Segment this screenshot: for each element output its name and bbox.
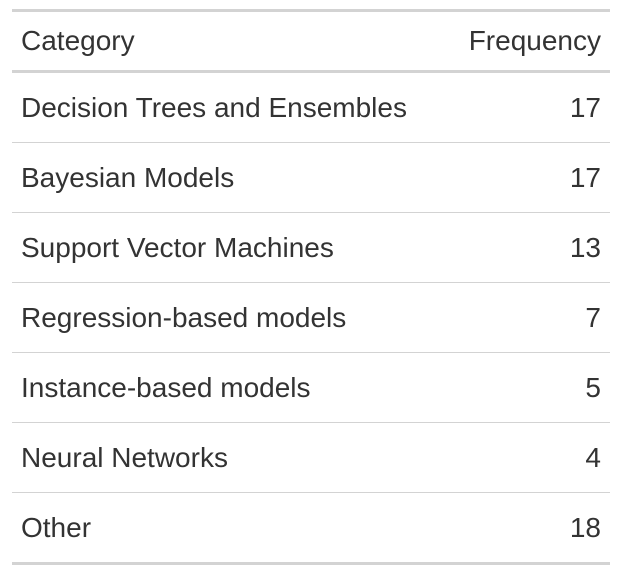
frequency-table-container: Category Frequency Decision Trees and En…	[12, 9, 610, 565]
table-row: Bayesian Models 17	[12, 143, 610, 213]
category-cell: Regression-based models	[21, 301, 347, 333]
frequency-cell: 17	[569, 161, 601, 193]
frequency-cell: 4	[585, 441, 601, 473]
category-cell: Neural Networks	[21, 441, 228, 473]
table-row: Decision Trees and Ensembles 17	[12, 72, 610, 143]
table-row: Regression-based models 7	[12, 283, 610, 353]
frequency-cell: 7	[585, 301, 601, 333]
frequency-table: Category Frequency Decision Trees and En…	[12, 9, 610, 565]
header-frequency: Frequency	[468, 25, 601, 56]
table-body: Decision Trees and Ensembles 17 Bayesian…	[12, 72, 610, 564]
table-header: Category Frequency	[12, 10, 610, 72]
category-cell: Bayesian Models	[21, 161, 235, 193]
category-cell: Other	[21, 511, 92, 543]
header-category: Category	[21, 25, 135, 56]
table-row: Other 18	[12, 493, 610, 564]
table-row: Support Vector Machines 13	[12, 213, 610, 283]
table-row: Instance-based models 5	[12, 353, 610, 423]
frequency-cell: 18	[569, 511, 601, 543]
frequency-cell: 13	[569, 231, 601, 263]
category-cell: Support Vector Machines	[21, 231, 334, 263]
frequency-cell: 17	[569, 91, 601, 123]
frequency-cell: 5	[585, 371, 601, 403]
category-cell: Decision Trees and Ensembles	[21, 91, 407, 123]
category-cell: Instance-based models	[21, 371, 311, 403]
table-row: Neural Networks 4	[12, 423, 610, 493]
header-row: Category Frequency	[12, 10, 610, 72]
